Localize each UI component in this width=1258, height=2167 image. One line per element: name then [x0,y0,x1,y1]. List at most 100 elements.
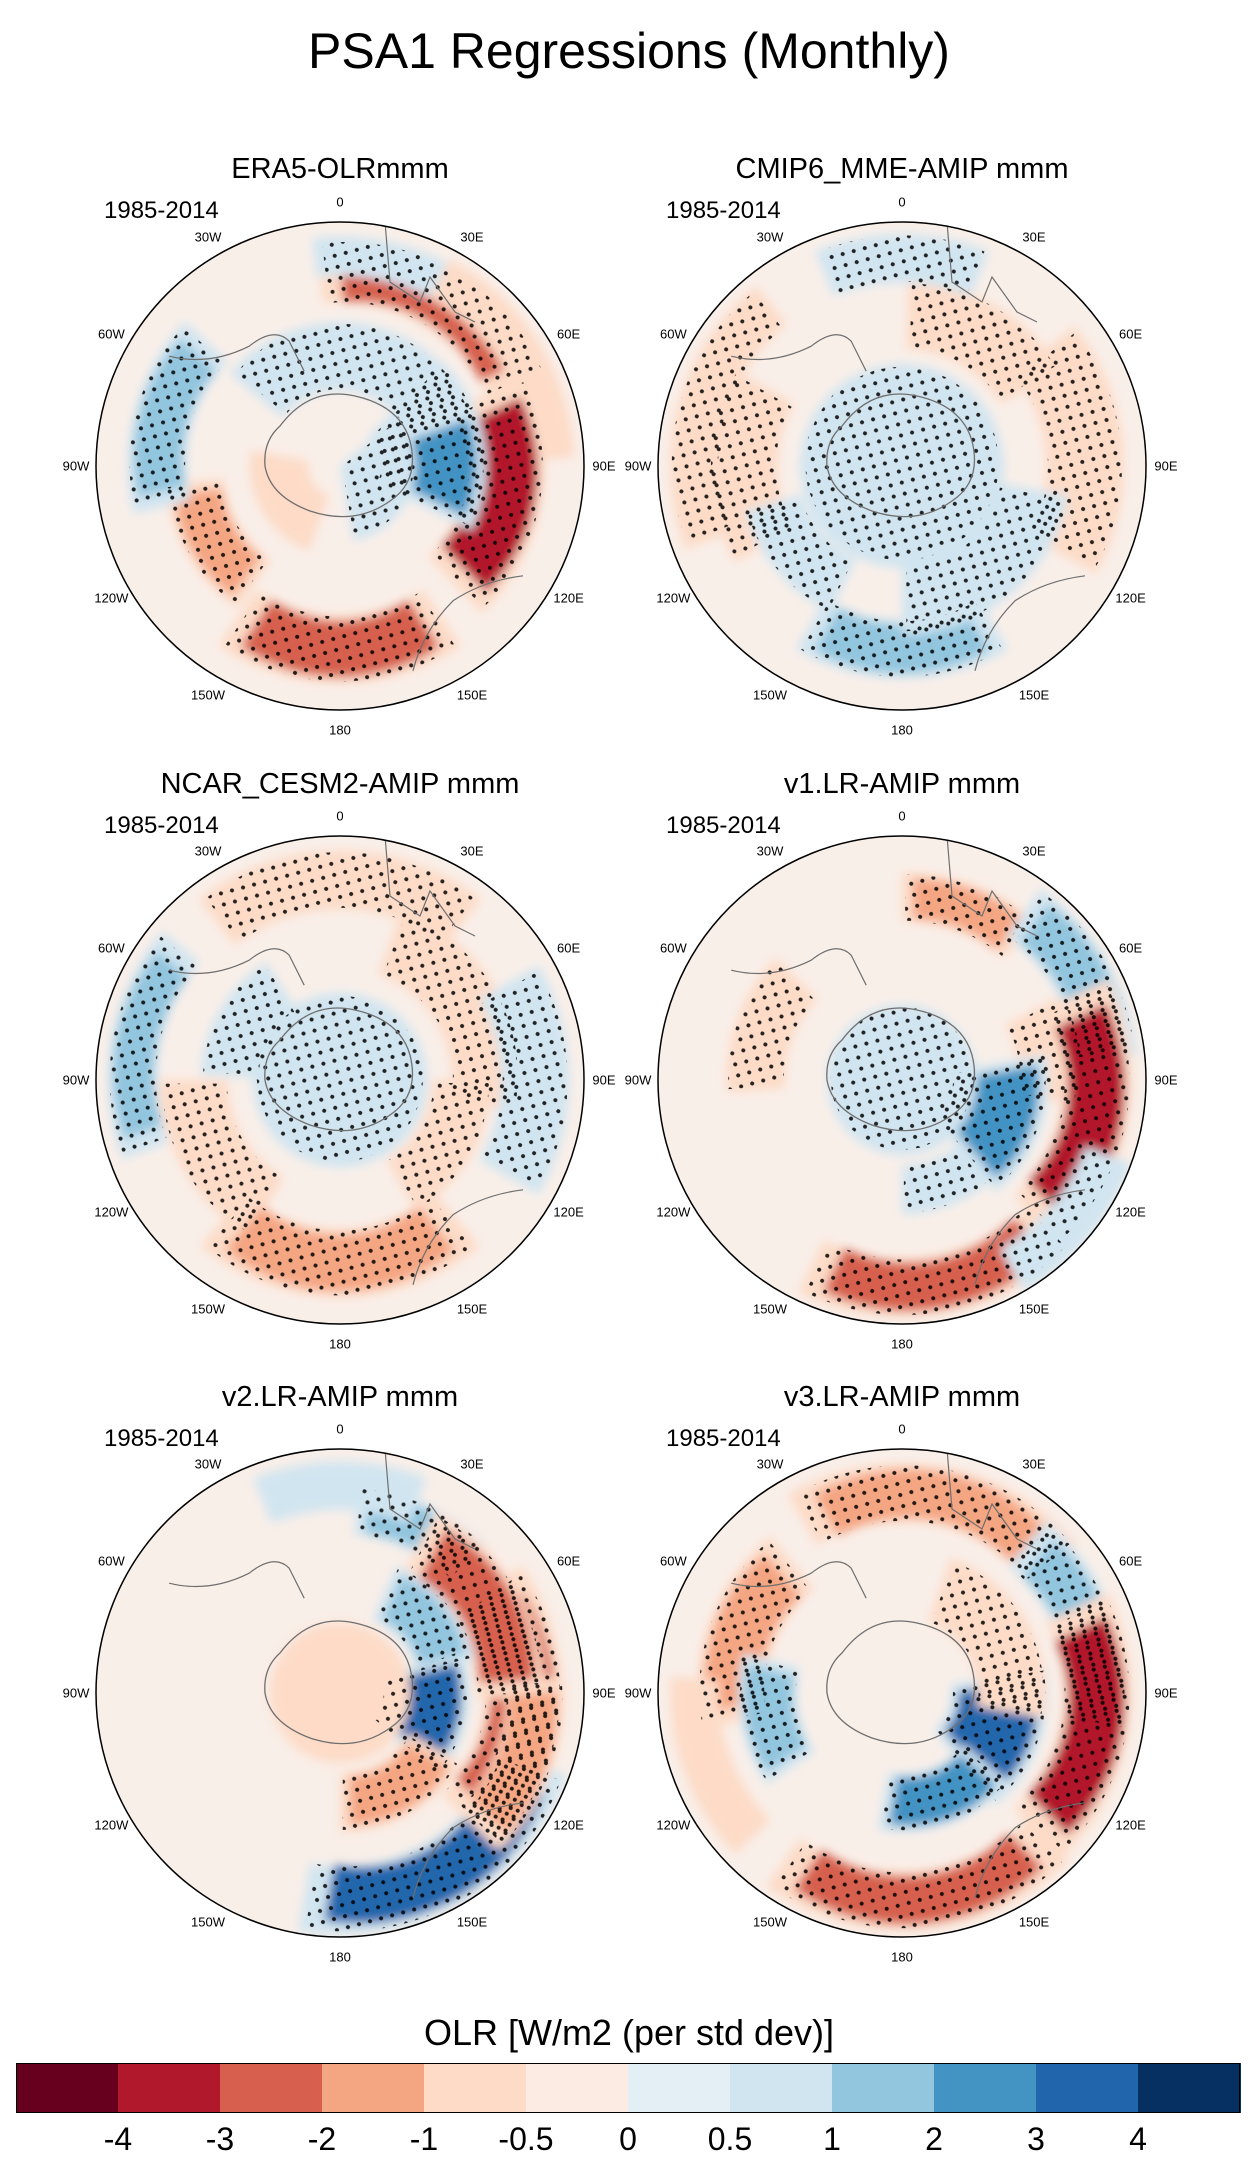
colorbar-tick-label: 3 [1027,2121,1045,2157]
panel-period: 1985-2014 [666,1425,781,1452]
panel-period: 1985-2014 [104,197,219,224]
polar-map [96,222,584,710]
significance-stipple [109,936,197,1154]
anomaly-core [676,1692,760,1838]
longitude-label: 150E [456,1301,488,1317]
longitude-label: 0 [336,194,344,210]
polar-map [658,1449,1146,1937]
significance-stipple [203,965,295,1075]
significance-stipple [931,1561,1044,1715]
longitude-label: 120W [94,1204,129,1220]
panel-period: 1985-2014 [104,812,219,839]
significance-stipple [431,382,543,608]
longitude-label: 0 [898,1421,906,1437]
colorbar-tick-label: 0 [619,2121,637,2157]
longitude-label: 30W [194,1456,222,1472]
longitude-label: 90W [62,1072,90,1088]
colorbar-tick-label: 0.5 [707,2121,753,2157]
longitude-label: 180 [891,1949,913,1965]
longitude-label: 60W [660,940,687,956]
longitude-label: 180 [329,1949,351,1965]
longitude-label: 120W [94,590,129,606]
colorbar-tick-label: -0.5 [498,2121,554,2157]
significance-stipple [880,1747,1006,1831]
longitude-label: 120E [1115,1204,1146,1220]
longitude-label: 150W [753,687,787,703]
significance-stipple [773,1822,1062,1929]
longitude-label: 30E [1022,843,1046,859]
colorbar-swatch [628,2063,731,2113]
antarctica-coastline [264,1620,414,1745]
longitude-label: 120W [656,1817,691,1833]
colorbar-swatch [934,2063,1037,2113]
longitude-label: 150W [753,1914,787,1930]
polar-map [96,836,584,1324]
longitude-label: 30E [1022,229,1046,245]
longitude-label: 150W [191,687,225,703]
antarctica-coastline [264,1007,414,1132]
significance-stipple [699,1540,811,1724]
colorbar-swatch [832,2063,935,2113]
coastline [169,1449,524,1898]
longitude-label: 120E [553,590,584,606]
longitude-label: 30E [1022,1456,1046,1472]
longitude-label: 60W [98,1553,125,1569]
significance-stipple [374,1651,468,1773]
longitude-label: 30E [460,843,484,859]
longitude-label: 90E [1154,1072,1178,1088]
longitude-label: 180 [329,1336,351,1352]
colorbar-tick-label: 1 [823,2121,841,2157]
antarctica-coastline [826,1007,976,1132]
longitude-label: 0 [336,808,344,824]
longitude-label: 120E [1115,590,1146,606]
longitude-label: 30E [460,229,484,245]
significance-stipple [805,1207,1066,1315]
longitude-label: 60W [98,940,125,956]
significance-stipple [382,915,518,1107]
longitude-label: 120E [553,1204,584,1220]
panel-period: 1985-2014 [666,197,781,224]
colorbar-frame [16,2063,1240,2113]
colorbar-swatch [424,2063,527,2113]
antarctica-coastline [826,1620,976,1745]
significance-stipple [462,1681,563,1845]
longitude-label: 120W [656,590,691,606]
longitude-label: 90W [624,1685,652,1701]
longitude-label: 150E [456,1914,488,1930]
colorbar-tick-label: 4 [1129,2121,1147,2157]
panel-title: NCAR_CESM2-AMIP mmm [160,768,520,800]
colorbar-swatch [1138,2063,1241,2113]
map-border [657,835,1147,1325]
panel-title: CMIP6_MME-AMIP mmm [735,153,1069,185]
longitude-label: 150E [456,687,488,703]
longitude-label: 60E [1119,326,1143,342]
significance-stipple [322,241,542,395]
longitude-label: 60E [557,1553,581,1569]
significance-stipple [375,1568,473,1671]
colorbar-swatch [1036,2063,1139,2113]
longitude-label: 60E [557,326,581,342]
antarctica-coastline [264,393,414,518]
longitude-label: 90E [1154,458,1178,474]
colorbar-swatch [322,2063,425,2113]
longitude-label: 30W [756,229,784,245]
significance-stipple [408,1516,543,1696]
longitude-label: 150E [1018,1301,1050,1317]
significance-stipple [804,366,1000,561]
colorbar-tick-label: -1 [409,2121,439,2157]
coastline [731,1449,1086,1898]
colorbar-swatch [526,2063,629,2113]
polar-map [658,222,1146,710]
panel-title: v2.LR-AMIP mmm [221,1381,459,1413]
longitude-label: 60W [98,326,125,342]
longitude-label: 150W [191,1301,225,1317]
colorbar-swatch [220,2063,323,2113]
colorbar-swatch [16,2063,119,2113]
colorbar-tick-label: 2 [925,2121,943,2157]
significance-stipple [740,1656,813,1781]
colorbar-tick-label: -2 [307,2121,337,2157]
significance-stipple [162,1083,281,1233]
significance-stipple [671,292,783,543]
longitude-label: 0 [336,1421,344,1437]
